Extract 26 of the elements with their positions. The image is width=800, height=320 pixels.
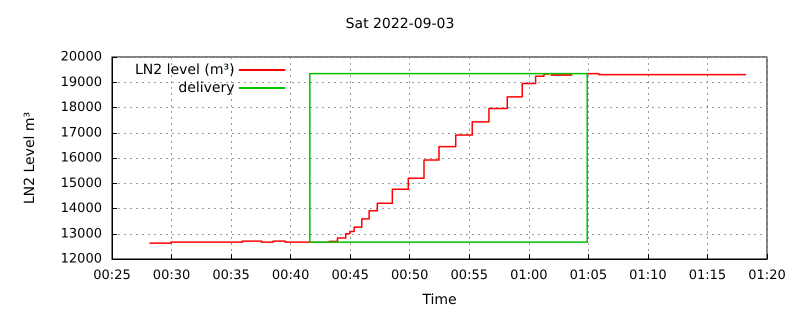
x-axis-title: Time [421,292,457,308]
y-tick-label: 18000 [60,100,102,115]
y-tick-label: 12000 [60,252,102,266]
y-tick-label: 16000 [60,150,102,166]
y-tick-label: 15000 [60,176,102,191]
x-tick-label: 01:10 [629,268,667,283]
x-tick-label: 00:50 [390,268,428,283]
x-tick-label: 00:30 [152,268,190,283]
x-tick-label: 01:00 [510,268,548,283]
x-tick-label: 00:35 [212,268,250,283]
legend-label: LN2 level (m³) [135,62,235,78]
y-axis-title: LN2 Level m³ [22,112,38,204]
x-tick-label: 01:15 [688,268,726,283]
y-tick-label: 14000 [60,201,102,216]
y-tick-label: 13000 [60,226,102,242]
legend-label: delivery [178,80,235,96]
y-tick-label: 19000 [60,74,102,90]
x-tick-label: 01:05 [570,268,608,283]
x-tick-label: 00:40 [272,268,310,283]
chart-title: Sat 2022-09-03 [346,16,454,32]
x-tick-label: 00:25 [93,268,131,283]
x-tick-label: 00:45 [331,268,369,283]
y-tick-label: 20000 [60,50,102,64]
x-tick-label: 00:55 [450,268,488,283]
x-tick-label: 01:20 [748,268,786,283]
y-tick-label: 17000 [60,125,102,140]
